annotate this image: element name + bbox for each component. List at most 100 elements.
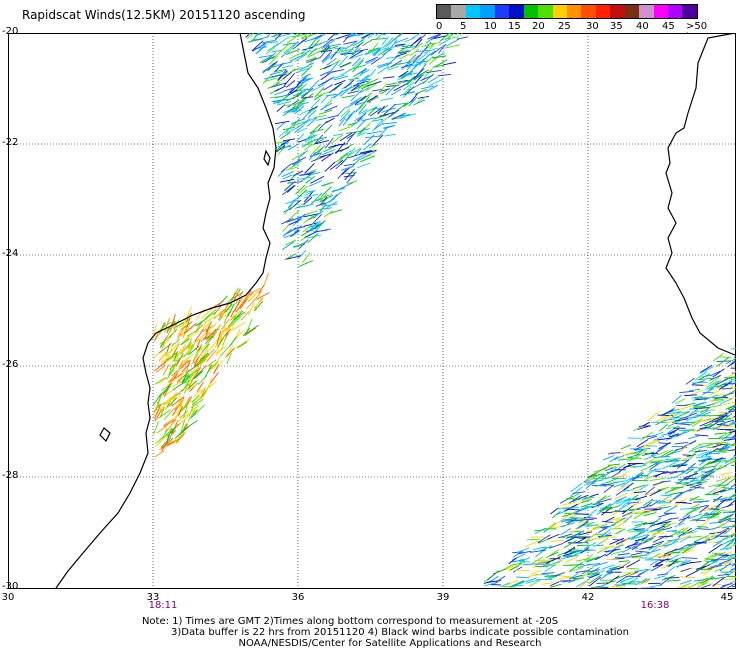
wind-barb [626, 457, 639, 462]
wind-barb [689, 535, 703, 538]
wind-barb [609, 544, 624, 552]
wind-barb [721, 541, 735, 550]
wind-barb [294, 224, 303, 233]
wind-barb [339, 125, 353, 131]
wind-barb [641, 451, 655, 457]
wind-barb [328, 143, 341, 148]
wind-barb [659, 520, 670, 529]
wind-barb [654, 471, 666, 478]
wind-barb [674, 398, 686, 405]
wind-barb [340, 165, 354, 171]
wind-barb [273, 90, 285, 96]
wind-barb [601, 506, 613, 516]
wind-barb [342, 34, 351, 43]
wind-barb [288, 40, 299, 53]
wind-barb [402, 91, 416, 95]
wind-barb [654, 575, 666, 580]
wind-barb [563, 537, 574, 544]
wind-barb [358, 104, 367, 114]
wind-barb [373, 47, 382, 57]
wind-barb [730, 483, 736, 488]
wind-barb [689, 486, 705, 489]
wind-barb [718, 528, 728, 536]
wind-barb [185, 330, 199, 340]
wind-barb [583, 516, 597, 519]
wind-barb [287, 181, 303, 184]
wind-barb [631, 542, 643, 551]
wind-barb [649, 559, 660, 566]
wind-barb [400, 46, 416, 50]
wind-barb [161, 383, 173, 391]
wind-barb [622, 544, 637, 553]
wind-barb [193, 404, 205, 416]
wind-barb [407, 54, 417, 64]
wind-barb [352, 47, 361, 56]
wind-barb [352, 60, 364, 73]
wind-barb [402, 72, 418, 76]
wind-barb [535, 547, 548, 558]
wind-barb [220, 310, 234, 319]
wind-barb [274, 62, 284, 73]
wind-barb [591, 537, 605, 540]
wind-barb [634, 447, 651, 451]
wind-barb [632, 529, 643, 531]
wind-barb [202, 332, 215, 341]
scale-swatch [465, 5, 481, 18]
wind-barb [603, 484, 615, 493]
wind-barb [285, 199, 300, 205]
wind-barb [578, 514, 593, 524]
wind-barb [366, 82, 378, 92]
wind-barb [723, 389, 736, 398]
wind-barb [668, 558, 679, 567]
wind-barb [712, 540, 723, 547]
wind-barb [181, 414, 189, 424]
wind-barb [585, 532, 597, 541]
wind-barb [174, 427, 187, 439]
wind-barb [662, 551, 672, 559]
wind-barb [510, 559, 526, 563]
wind-barb [550, 539, 565, 543]
scale-swatch [552, 5, 567, 18]
wind-barb [725, 583, 736, 589]
wind-barb [278, 33, 295, 38]
wind-barb [519, 560, 531, 563]
wind-barb [635, 495, 648, 500]
wind-barb [731, 562, 736, 567]
wind-barb [642, 439, 658, 447]
wind-barb [366, 95, 379, 102]
wind-barb [206, 377, 213, 391]
wind-barb [308, 33, 313, 37]
wind-barb [598, 527, 608, 533]
wind-barb [157, 377, 168, 384]
wind-barb [205, 364, 213, 377]
wind-barb [301, 140, 313, 148]
wind-barb [412, 54, 422, 64]
wind-barb [702, 557, 713, 562]
wind-barb [709, 397, 724, 402]
wind-barb [302, 203, 314, 208]
wind-barb [697, 450, 712, 457]
wind-barb [633, 424, 644, 432]
wind-barb [610, 544, 625, 549]
wind-barb [414, 75, 423, 85]
wind-barb [689, 503, 700, 510]
wind-barb [580, 520, 589, 528]
wind-barb [388, 109, 400, 118]
wind-barb [580, 502, 593, 508]
wind-barb [709, 505, 721, 515]
wind-barb [585, 526, 601, 533]
wind-barb [719, 418, 732, 421]
wind-barb [390, 59, 403, 68]
wind-barb [635, 550, 650, 553]
map-title: Rapidscat Winds(12.5KM) 20151120 ascendi… [22, 8, 306, 22]
wind-barb [346, 172, 356, 184]
wind-barb [615, 572, 631, 580]
wind-barb [425, 84, 439, 93]
wind-barb [483, 574, 494, 583]
wind-barb [729, 361, 736, 366]
wind-barb [349, 75, 360, 82]
wind-barb [337, 153, 347, 165]
wind-barb [299, 185, 308, 194]
wind-barb [719, 517, 731, 524]
wind-barb [231, 321, 246, 331]
